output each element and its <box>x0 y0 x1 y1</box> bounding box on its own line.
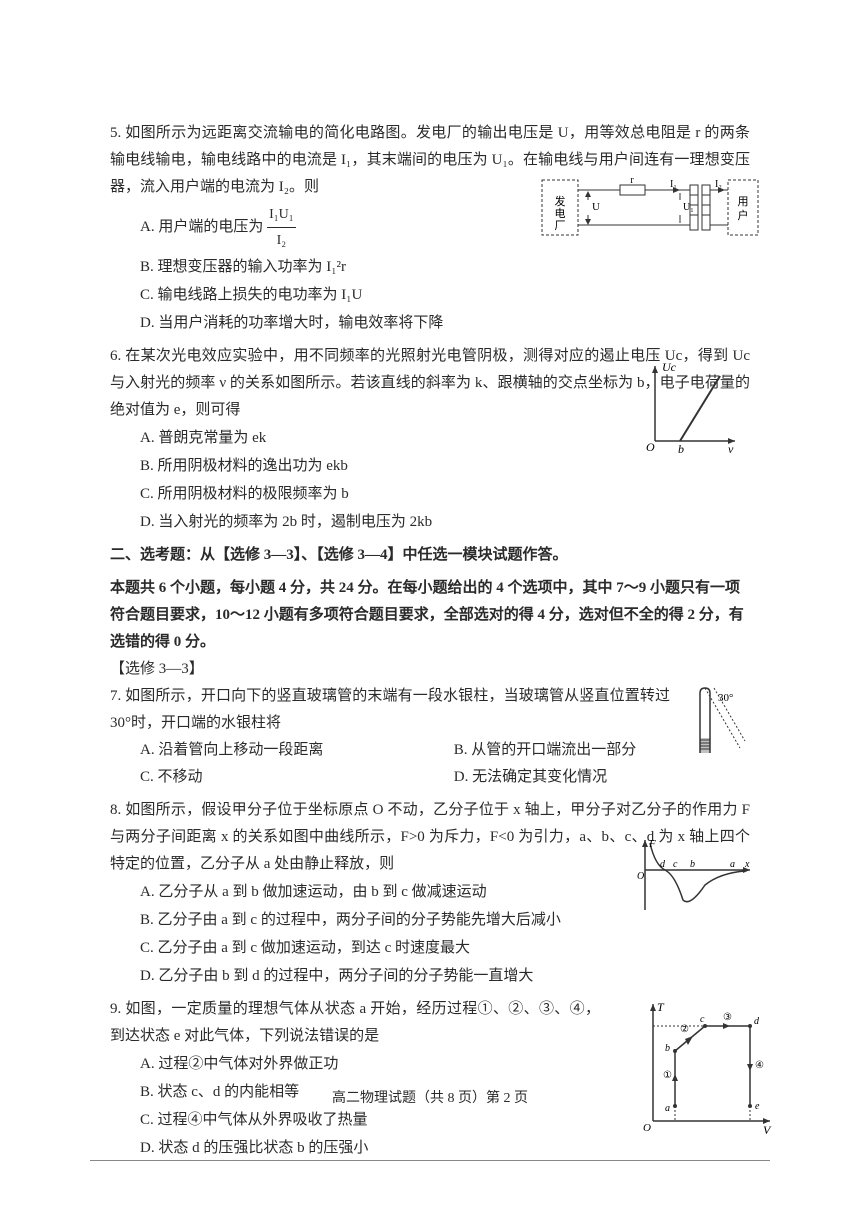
svg-text:b: b <box>678 442 684 456</box>
question-5: 5. 如图所示为远距离交流输电的简化电路图。发电厂的输出电压是 U，用等效总电阻… <box>110 120 750 337</box>
fraction-num: I₁U₁ <box>267 202 296 228</box>
q8-opt-a: A. 乙分子从 a 到 b 做加速运动，由 b 到 c 做减速运动 <box>140 879 620 906</box>
q5-opt-a-prefix: A. 用户端的电压为 <box>140 219 263 235</box>
svg-text:厂: 厂 <box>555 220 566 232</box>
question-8: 8. 如图所示，假设甲分子位于坐标原点 O 不动，乙分子位于 x 轴上，甲分子对… <box>110 797 750 990</box>
svg-text:F: F <box>648 838 656 850</box>
section2-title: 二、选考题：从【选修 3—3】、【选修 3—4】中任选一模块试题作答。 <box>110 542 750 569</box>
q6-opt-c: C. 所用阴极材料的极限频率为 b <box>140 481 750 508</box>
svg-text:d: d <box>660 859 666 870</box>
question-6: 6. 在某次光电效应实验中，用不同频率的光照射光电管阴极，测得对应的遏止电压 U… <box>110 343 750 536</box>
q9-opt-d: D. 状态 d 的压强比状态 b 的压强小 <box>140 1135 750 1162</box>
svg-text:户: 户 <box>738 208 749 222</box>
svg-text:d: d <box>754 1016 760 1027</box>
page-footer: 高二物理试题（共 8 页）第 2 页 <box>0 1086 860 1111</box>
q5-opt-d: D. 当用户消耗的功率增大时，输电效率将下降 <box>140 310 750 337</box>
svg-text:r: r <box>630 175 634 186</box>
fraction: I₁U₁ I₂ <box>267 202 296 253</box>
svg-text:①: ① <box>663 1070 672 1081</box>
svg-text:T: T <box>657 1000 665 1014</box>
svg-text:ν: ν <box>728 442 734 456</box>
svg-text:c: c <box>673 859 678 870</box>
q7-opt-a: A. 沿着管向上移动一段距离 <box>140 737 400 764</box>
q7-tube-diagram: 30° <box>690 683 750 758</box>
svg-text:O: O <box>637 871 644 882</box>
bottom-line <box>90 1160 770 1161</box>
q8-graph: F O x d c b a <box>635 835 755 925</box>
svg-text:O: O <box>643 1122 651 1134</box>
q8-opt-b: B. 乙分子由 a 到 c 的过程中，两分子间的分子势能先增大后减小 <box>140 907 620 934</box>
module-label: 【选修 3—3】 <box>110 656 750 683</box>
svg-text:U: U <box>592 201 600 213</box>
question-7: 7. 如图所示，开口向下的竖直玻璃管的末端有一段水银柱，当玻璃管从竖直位置转过 … <box>110 683 750 791</box>
svg-text:④: ④ <box>755 1060 764 1071</box>
svg-text:b: b <box>665 1043 670 1054</box>
q6-opt-d: D. 当入射光的频率为 2b 时，遏制电压为 2kb <box>140 509 750 536</box>
svg-text:O: O <box>646 440 655 454</box>
q6-opt-b: B. 所用阴极材料的逸出功为 ekb <box>140 453 750 480</box>
svg-text:U₁: U₁ <box>683 202 694 213</box>
svg-text:a: a <box>730 859 735 870</box>
q5-opt-c: C. 输电线路上损失的电功率为 I₁U <box>140 282 750 309</box>
svg-text:30°: 30° <box>718 692 733 704</box>
svg-text:③: ③ <box>723 1012 732 1023</box>
q7-text: 7. 如图所示，开口向下的竖直玻璃管的末端有一段水银柱，当玻璃管从竖直位置转过 … <box>110 683 750 737</box>
q6-graph: Uc ν b O <box>640 361 740 456</box>
svg-text:电: 电 <box>555 207 566 220</box>
svg-text:V: V <box>763 1123 772 1136</box>
gen-label: 发 <box>555 194 566 208</box>
q7-opt-c: C. 不移动 <box>140 764 400 791</box>
svg-text:c: c <box>700 1014 705 1025</box>
q7-opt-d: D. 无法确定其变化情况 <box>454 764 607 791</box>
q5-circuit-diagram: 发 电 厂 r U I₁ U₁ <box>540 175 760 240</box>
question-9: 9. 如图，一定质量的理想气体从状态 a 开始，经历过程①、②、③、④，到达状态… <box>110 996 750 1162</box>
svg-text:x: x <box>744 859 750 870</box>
fraction-den: I₂ <box>267 228 296 253</box>
q7-options: A. 沿着管向上移动一段距离 B. 从管的开口端流出一部分 C. 不移动 D. … <box>110 737 750 791</box>
q8-opt-c: C. 乙分子由 a 到 c 做加速运动，到达 c 时速度最大 <box>140 935 620 962</box>
svg-text:Uc: Uc <box>662 361 677 374</box>
q9-graph: T V O a ① b ② c ③ d ④ e <box>635 996 775 1136</box>
svg-text:b: b <box>690 859 695 870</box>
q8-opt-d: D. 乙分子由 b 到 d 的过程中，两分子间的分子势能一直增大 <box>140 963 620 990</box>
q5-opt-b: B. 理想变压器的输入功率为 I₁²r <box>140 254 750 281</box>
q7-opt-b: B. 从管的开口端流出一部分 <box>454 737 637 764</box>
section2-desc: 本题共 6 个小题，每小题 4 分，共 24 分。在每小题给出的 4 个选项中，… <box>110 575 750 656</box>
svg-text:用: 用 <box>738 196 749 208</box>
